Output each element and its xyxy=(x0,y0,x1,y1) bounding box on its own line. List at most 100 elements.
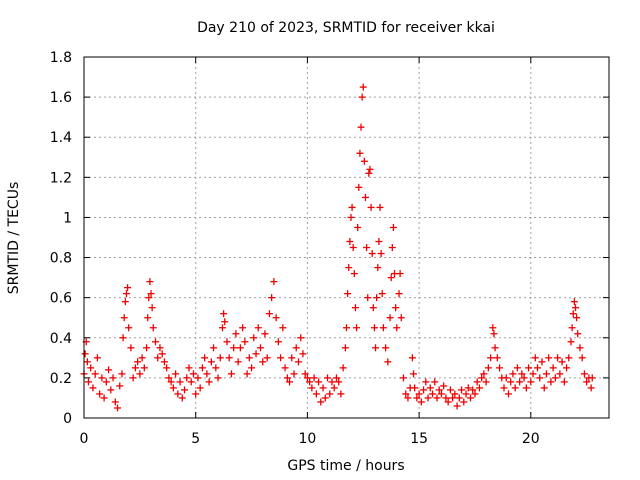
y-tick-label: 1.2 xyxy=(50,170,72,186)
data-point xyxy=(145,294,153,302)
data-point xyxy=(183,374,191,382)
data-point xyxy=(411,384,419,392)
data-point xyxy=(370,324,378,332)
y-tick-label: 1.4 xyxy=(50,130,72,146)
data-point xyxy=(384,358,392,366)
data-point xyxy=(578,354,586,362)
data-point xyxy=(369,304,377,312)
data-point xyxy=(335,378,343,386)
data-point xyxy=(227,370,235,378)
data-point xyxy=(259,358,267,366)
data-point xyxy=(356,149,364,157)
data-point xyxy=(288,354,296,362)
data-point xyxy=(81,350,89,358)
data-point xyxy=(160,358,168,366)
data-point xyxy=(319,384,327,392)
data-point xyxy=(230,344,238,352)
data-point xyxy=(149,324,157,332)
data-point xyxy=(321,394,329,402)
data-point xyxy=(563,364,571,372)
data-point xyxy=(549,364,557,372)
y-tick-label: 1 xyxy=(63,210,72,226)
data-point xyxy=(176,378,184,386)
data-point xyxy=(404,394,412,402)
data-point xyxy=(345,264,353,272)
data-point xyxy=(511,384,519,392)
data-point xyxy=(520,374,528,382)
data-point xyxy=(107,386,115,394)
data-point xyxy=(567,338,575,346)
data-point xyxy=(354,223,362,231)
axis-ticks xyxy=(83,56,609,419)
data-point xyxy=(437,390,445,398)
data-point xyxy=(433,394,441,402)
data-point xyxy=(174,390,182,398)
data-point xyxy=(279,324,287,332)
y-tick-label: 0.2 xyxy=(50,371,72,387)
tick-labels: 0 0.2 0.4 0.6 0.8 1 1.2 1.4 1.6 1.8 0 5 10 15 20 xyxy=(50,50,540,447)
data-point xyxy=(163,364,171,372)
plot-frame xyxy=(83,56,610,419)
data-point xyxy=(344,290,352,298)
data-point xyxy=(196,384,204,392)
data-point xyxy=(376,203,384,211)
data-point xyxy=(458,386,466,394)
data-point xyxy=(536,374,544,382)
data-point xyxy=(551,374,559,382)
data-point xyxy=(387,274,395,282)
data-point xyxy=(531,354,539,362)
data-point xyxy=(146,278,154,286)
x-tick-label: 15 xyxy=(410,431,428,447)
data-point xyxy=(294,358,302,366)
data-point xyxy=(489,324,497,332)
data-point xyxy=(471,390,479,398)
data-point xyxy=(565,354,573,362)
data-point xyxy=(268,294,276,302)
data-point xyxy=(475,384,483,392)
data-point xyxy=(119,334,127,342)
data-point xyxy=(446,386,454,394)
data-point xyxy=(558,358,566,366)
data-point xyxy=(270,278,278,286)
data-point xyxy=(363,244,371,252)
data-point xyxy=(386,314,394,322)
data-point xyxy=(484,364,492,372)
data-point xyxy=(480,370,488,378)
data-point xyxy=(368,250,376,258)
data-point xyxy=(372,344,380,352)
data-point xyxy=(435,386,443,394)
data-point xyxy=(358,93,366,101)
data-point xyxy=(545,354,553,362)
data-point xyxy=(504,390,512,398)
data-point xyxy=(91,370,99,378)
data-point xyxy=(493,354,501,362)
data-point xyxy=(156,344,164,352)
data-point xyxy=(429,390,437,398)
x-tick-label: 20 xyxy=(522,431,540,447)
data-point xyxy=(89,384,97,392)
y-tick-label: 1.6 xyxy=(50,90,72,106)
data-point xyxy=(556,370,564,378)
data-point xyxy=(205,378,213,386)
data-point xyxy=(317,398,325,406)
data-point xyxy=(158,350,166,358)
data-point xyxy=(378,290,386,298)
data-point xyxy=(131,364,139,372)
data-point xyxy=(588,374,596,382)
data-point xyxy=(500,384,508,392)
y-tick-label: 0.8 xyxy=(50,251,72,267)
data-point xyxy=(315,378,323,386)
data-point xyxy=(583,378,591,386)
y-tick-label: 1.8 xyxy=(50,50,72,66)
data-point xyxy=(507,378,515,386)
data-point xyxy=(540,384,548,392)
data-point xyxy=(573,314,581,322)
data-point xyxy=(469,386,477,394)
data-point xyxy=(373,294,381,302)
data-point xyxy=(402,390,410,398)
x-axis-label: GPS time / hours xyxy=(287,458,404,474)
data-point xyxy=(442,394,450,402)
data-point xyxy=(272,314,280,322)
data-point xyxy=(395,290,403,298)
